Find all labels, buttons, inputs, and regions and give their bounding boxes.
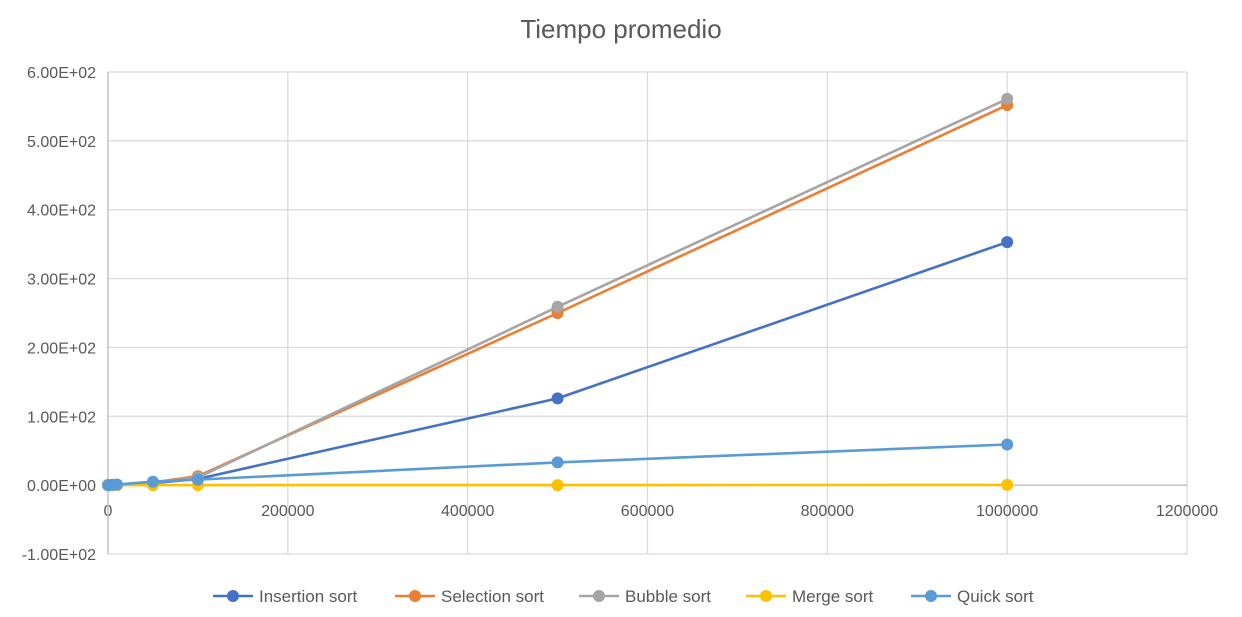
x-tick-label: 600000 [621, 503, 674, 520]
x-tick-label: 1000000 [976, 503, 1038, 520]
data-point [551, 456, 564, 469]
data-point [551, 300, 564, 313]
data-point [1001, 438, 1014, 451]
legend-label: Selection sort [441, 587, 544, 606]
data-point [551, 392, 564, 405]
x-tick-label: 400000 [441, 503, 494, 520]
y-tick-label: 2.00E+02 [27, 340, 96, 357]
legend-marker [593, 590, 605, 602]
series-lines [102, 92, 1014, 492]
legend-marker [925, 590, 937, 602]
legend-label: Insertion sort [259, 587, 358, 606]
legend: Insertion sort Selection sort Bubble sort M… [213, 587, 1034, 606]
gridlines [108, 71, 1188, 555]
data-point [551, 479, 564, 492]
chart-title: Tiempo promedio [520, 14, 721, 44]
y-tick-label: 5.00E+02 [27, 134, 96, 151]
legend-label: Merge sort [792, 587, 874, 606]
legend-item: Selection sort [395, 587, 544, 606]
legend-item: Bubble sort [579, 587, 711, 606]
legend-item: Insertion sort [213, 587, 358, 606]
series-quick-sort [102, 438, 1014, 492]
legend-item: Merge sort [746, 587, 874, 606]
x-tick-label: 800000 [801, 503, 854, 520]
y-tick-label: 4.00E+02 [27, 203, 96, 220]
legend-label: Quick sort [957, 587, 1034, 606]
series-merge-sort [102, 478, 1014, 492]
series-line [107, 97, 1008, 487]
y-tick-label: 0.00E+00 [27, 478, 96, 495]
y-tick-label: -1.00E+02 [22, 547, 96, 564]
y-tick-label: 3.00E+02 [27, 272, 96, 289]
series-insertion-sort [102, 236, 1014, 492]
data-point [191, 473, 204, 486]
data-point [146, 475, 159, 488]
legend-marker [760, 590, 772, 602]
data-point [1001, 478, 1014, 491]
data-point [1001, 236, 1014, 249]
legend-marker [409, 590, 421, 602]
legend-item: Quick sort [911, 587, 1034, 606]
x-tick-label: 1200000 [1156, 503, 1218, 520]
series-selection-sort [102, 99, 1014, 492]
legend-label: Bubble sort [625, 587, 711, 606]
data-point [1001, 92, 1014, 105]
legend-marker [227, 590, 239, 602]
x-tick-label: 200000 [261, 503, 314, 520]
series-bubble-sort [102, 92, 1014, 492]
data-point [110, 478, 123, 491]
y-tick-label: 6.00E+02 [27, 65, 96, 82]
y-tick-label: 1.00E+02 [27, 409, 96, 426]
axes: -1.00E+02 0.00E+00 1.00E+02 2.00E+02 3.00E+0… [22, 65, 1219, 564]
